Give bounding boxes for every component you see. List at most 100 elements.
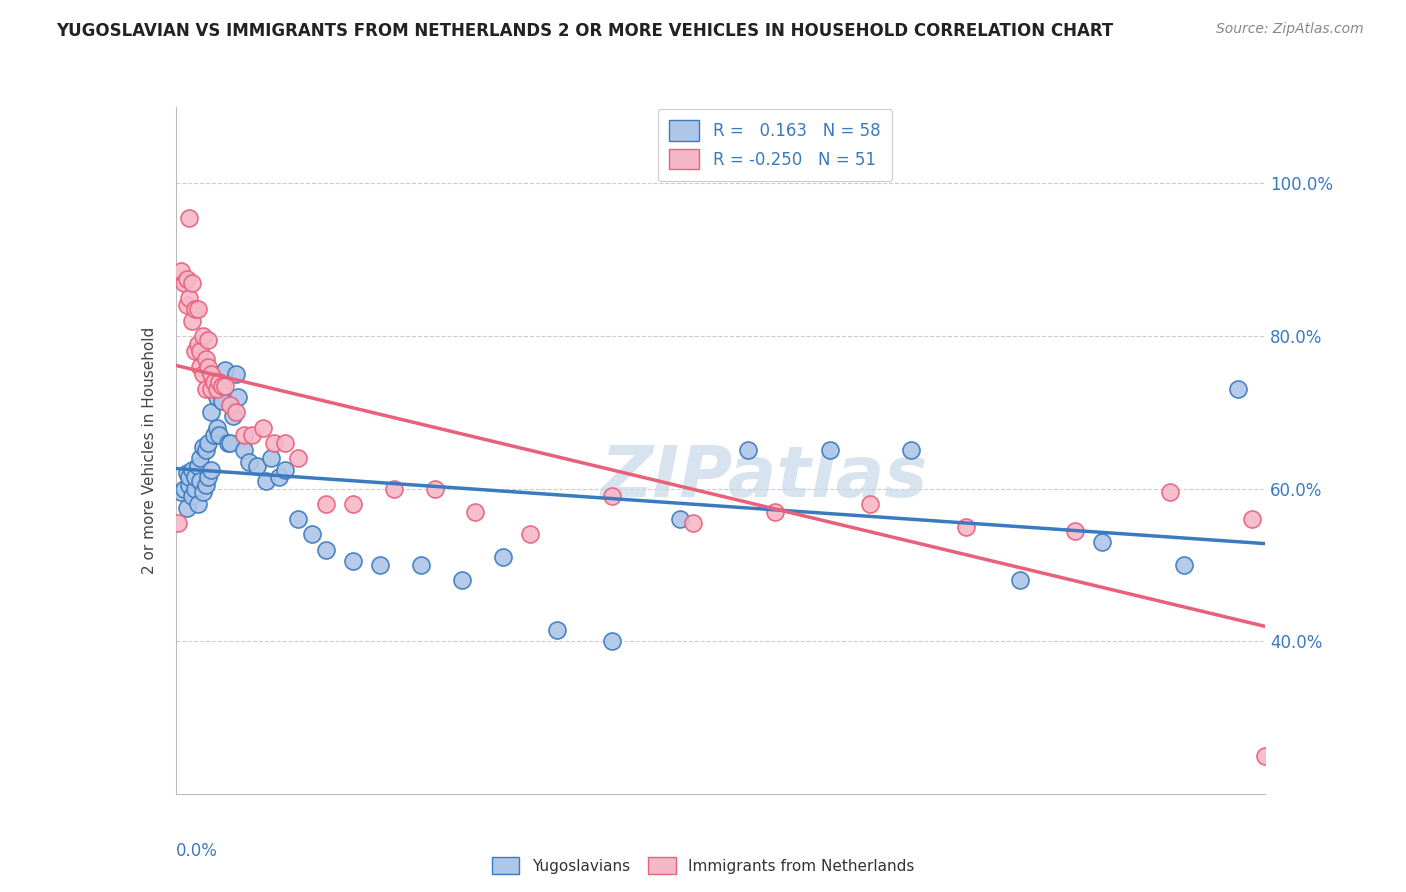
Point: [188, 344, 211, 359]
Point: [287, 451, 309, 466]
Point: [205, 420, 228, 434]
Point: [186, 497, 209, 511]
Point: [176, 467, 198, 481]
Point: [1240, 512, 1263, 526]
Point: [287, 512, 309, 526]
Point: [197, 359, 219, 374]
Point: [176, 500, 198, 515]
Point: [859, 497, 882, 511]
Point: [186, 336, 209, 351]
Point: [232, 428, 254, 442]
Point: [274, 435, 297, 450]
Point: [737, 443, 759, 458]
Point: [263, 435, 285, 450]
Point: [1227, 383, 1250, 397]
Point: [423, 482, 446, 496]
Point: [269, 470, 291, 484]
Point: [194, 351, 217, 366]
Point: [222, 409, 245, 424]
Point: [546, 623, 568, 637]
Point: [179, 211, 201, 225]
Point: [200, 367, 222, 381]
Point: [197, 435, 219, 450]
Point: [205, 390, 228, 404]
Point: [254, 474, 277, 488]
Point: [179, 291, 201, 305]
Point: [181, 314, 204, 328]
Point: [368, 558, 391, 572]
Point: [252, 420, 274, 434]
Point: [260, 451, 283, 466]
Point: [184, 344, 207, 359]
Point: [246, 458, 269, 473]
Text: 0.0%: 0.0%: [176, 842, 218, 860]
Point: [200, 405, 222, 419]
Point: [211, 393, 233, 408]
Point: [225, 367, 247, 381]
Point: [1173, 558, 1195, 572]
Point: [219, 435, 242, 450]
Point: [450, 573, 472, 587]
Point: [315, 542, 337, 557]
Point: [191, 440, 214, 454]
Point: [668, 512, 690, 526]
Point: [763, 504, 786, 518]
Point: [191, 367, 214, 381]
Point: [173, 276, 195, 290]
Point: [214, 363, 236, 377]
Point: [191, 485, 214, 500]
Point: [176, 271, 198, 285]
Point: [238, 455, 260, 469]
Point: [274, 462, 297, 476]
Point: [188, 451, 211, 466]
Point: [184, 302, 207, 317]
Point: [181, 462, 204, 476]
Point: [167, 516, 190, 530]
Point: [188, 359, 211, 374]
Y-axis label: 2 or more Vehicles in Household: 2 or more Vehicles in Household: [142, 326, 157, 574]
Point: [191, 329, 214, 343]
Point: [200, 383, 222, 397]
Point: [818, 443, 841, 458]
Legend: Yugoslavians, Immigrants from Netherlands: Yugoslavians, Immigrants from Netherland…: [485, 851, 921, 880]
Point: [492, 550, 515, 565]
Point: [955, 520, 977, 534]
Point: [188, 474, 211, 488]
Text: Source: ZipAtlas.com: Source: ZipAtlas.com: [1216, 22, 1364, 37]
Point: [519, 527, 541, 541]
Text: ZIPatlas: ZIPatlas: [600, 443, 928, 512]
Point: [211, 378, 233, 392]
Point: [301, 527, 323, 541]
Point: [382, 482, 405, 496]
Point: [240, 428, 263, 442]
Point: [170, 485, 193, 500]
Point: [464, 504, 486, 518]
Point: [1254, 748, 1277, 763]
Point: [682, 516, 704, 530]
Point: [194, 478, 217, 492]
Point: [179, 478, 201, 492]
Point: [228, 390, 250, 404]
Point: [197, 470, 219, 484]
Point: [186, 458, 209, 473]
Legend: R =   0.163   N = 58, R = -0.250   N = 51: R = 0.163 N = 58, R = -0.250 N = 51: [658, 109, 891, 181]
Text: YUGOSLAVIAN VS IMMIGRANTS FROM NETHERLANDS 2 OR MORE VEHICLES IN HOUSEHOLD CORRE: YUGOSLAVIAN VS IMMIGRANTS FROM NETHERLAN…: [56, 22, 1114, 40]
Point: [1091, 535, 1114, 549]
Point: [1159, 485, 1181, 500]
Point: [173, 482, 195, 496]
Point: [205, 383, 228, 397]
Point: [342, 554, 364, 568]
Point: [342, 497, 364, 511]
Point: [200, 462, 222, 476]
Point: [315, 497, 337, 511]
Point: [194, 443, 217, 458]
Point: [181, 276, 204, 290]
Point: [217, 435, 239, 450]
Point: [170, 264, 193, 278]
Point: [197, 333, 219, 347]
Point: [409, 558, 432, 572]
Point: [232, 443, 254, 458]
Point: [194, 383, 217, 397]
Point: [219, 398, 242, 412]
Point: [600, 489, 623, 503]
